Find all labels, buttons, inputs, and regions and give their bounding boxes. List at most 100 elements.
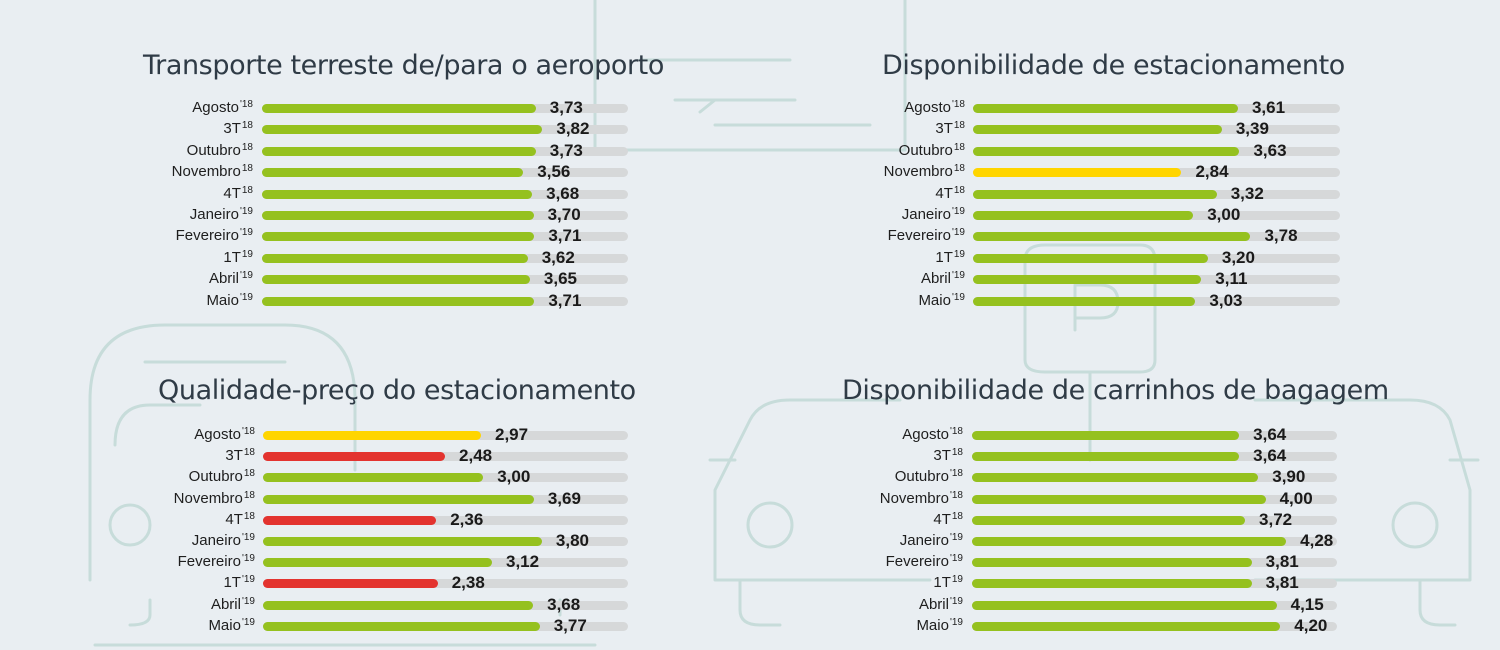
category-label: Abril'19 <box>211 596 255 613</box>
category-name: Maio <box>918 291 951 309</box>
category-label: 1T19 <box>223 249 253 266</box>
category-name: Abril <box>210 595 241 613</box>
value-label: 3,77 <box>553 615 587 635</box>
value-label: 2,97 <box>494 425 529 444</box>
bar-row-1t: 1T19 3,81 <box>0 573 1337 594</box>
category-label: Janeiro'19 <box>190 206 253 223</box>
category-period: 18 <box>241 141 253 153</box>
category-label: Maio'19 <box>206 292 253 309</box>
category-period: '18 <box>239 99 253 110</box>
category-label: Novembro18 <box>172 163 253 180</box>
bar-warning <box>263 431 481 440</box>
bar-track <box>263 579 628 589</box>
category-name: Agosto <box>902 426 949 443</box>
category-label: Fevereiro'19 <box>176 227 253 244</box>
category-name: Novembro <box>883 163 953 181</box>
category-name: Agosto <box>194 426 241 443</box>
value-label: 3,70 <box>547 205 581 224</box>
category-period: '19 <box>949 616 963 628</box>
chart-title: Transporte terreste de/para o aeroporto <box>143 50 664 81</box>
bar-bad <box>263 579 438 589</box>
category-name: Maio <box>206 291 239 309</box>
category-label: Janeiro'19 <box>902 206 965 223</box>
category-name: 1T <box>935 248 953 266</box>
bar-good <box>973 125 1222 135</box>
category-name: Janeiro <box>191 532 241 549</box>
category-period: 18 <box>953 163 965 175</box>
bar-row-janeiro: Janeiro'19 3,70 <box>0 205 700 226</box>
category-name: Novembro <box>173 489 243 507</box>
category-name: 1T <box>223 574 241 592</box>
category-label: Outubro18 <box>189 468 255 485</box>
category-name: 3T <box>933 447 951 465</box>
bar-good <box>972 621 1281 631</box>
value-label: 3,56 <box>537 162 571 182</box>
bar-good <box>263 473 484 483</box>
value-label: 3,78 <box>1264 226 1298 246</box>
car-right-wheel-decoration <box>1391 501 1439 549</box>
category-label: Agosto'18 <box>192 99 253 116</box>
value-label: 3,20 <box>1221 247 1255 267</box>
category-label: 4T18 <box>935 185 965 202</box>
value-label: 3,61 <box>1251 98 1286 117</box>
value-label: 3,81 <box>1265 552 1299 572</box>
bar-good <box>972 537 1287 546</box>
bus-outline-decoration <box>88 323 597 647</box>
category-label: Fevereiro'19 <box>886 553 963 570</box>
bar-good <box>262 146 536 156</box>
value-label: 3,69 <box>547 488 581 508</box>
bar-row-1t: 1T'19 2,38 <box>0 573 700 594</box>
chart-title: Qualidade-preço do estacionamento <box>158 375 636 406</box>
category-period: '19 <box>241 616 255 628</box>
category-period: '19 <box>241 574 255 586</box>
category-name: Fevereiro <box>885 553 949 571</box>
value-label: 3,71 <box>548 290 582 310</box>
bar-row-outubro: Outubro18 3,73 <box>0 141 700 162</box>
bar-good <box>263 558 492 568</box>
value-label: 3,72 <box>1259 509 1293 529</box>
bar-track <box>263 452 628 462</box>
category-period: 18 <box>951 447 963 459</box>
bar-row-novembro: Novembro18 3,69 <box>0 489 700 510</box>
bar-good <box>972 452 1240 462</box>
category-period: 18 <box>953 184 965 196</box>
bar-row-fevereiro: Fevereiro'19 3,12 <box>0 552 700 573</box>
category-name: Outubro <box>898 141 953 159</box>
car-left-wheel-decoration <box>746 501 794 549</box>
category-label: Agosto'18 <box>904 99 965 116</box>
category-label: Outubro'18 <box>895 468 963 485</box>
bar-good <box>263 537 542 546</box>
category-label: Abril'19 <box>919 596 963 613</box>
category-name: Agosto <box>904 99 951 116</box>
value-label: 3,81 <box>1265 573 1299 593</box>
bar-good <box>972 494 1266 504</box>
value-label: 2,84 <box>1195 162 1229 182</box>
category-period: 18 <box>953 141 965 153</box>
value-label: 3,68 <box>547 594 581 614</box>
bar-row-1t: 1T19 3,20 <box>0 248 1340 269</box>
bar-row-3t: 3T18 3,39 <box>0 119 1340 140</box>
value-label: 3,00 <box>1207 205 1241 224</box>
bar-row-fevereiro: Fevereiro'19 3,81 <box>0 552 1337 573</box>
bar-row-agosto: Agosto'18 3,61 <box>0 98 1340 119</box>
category-label: Maio'19 <box>916 617 963 634</box>
category-period: '19 <box>239 227 253 239</box>
bar-good <box>262 296 535 306</box>
category-period: 18 <box>951 510 963 522</box>
bar-row-abril: Abril'19 3,68 <box>0 595 700 616</box>
bar-good <box>973 253 1208 263</box>
value-label: 3,64 <box>1253 425 1287 444</box>
bar-row-agosto: Agosto'18 3,73 <box>0 98 700 119</box>
bar-row-novembro: Novembro18 3,56 <box>0 162 700 183</box>
bar-row-outubro: Outubro18 3,00 <box>0 467 700 488</box>
category-name: Janeiro <box>899 532 949 549</box>
bar-row-abril: Abril'19 4,15 <box>0 595 1337 616</box>
category-period: 19 <box>953 248 965 260</box>
value-label: 3,62 <box>541 247 575 267</box>
value-label: 4,28 <box>1300 531 1334 550</box>
category-label: 3T18 <box>935 120 965 137</box>
bar-good <box>972 473 1259 483</box>
bar-good <box>262 189 533 199</box>
bar-row-agosto: Agosto'18 3,64 <box>0 425 1337 446</box>
category-name: 3T <box>935 120 953 138</box>
